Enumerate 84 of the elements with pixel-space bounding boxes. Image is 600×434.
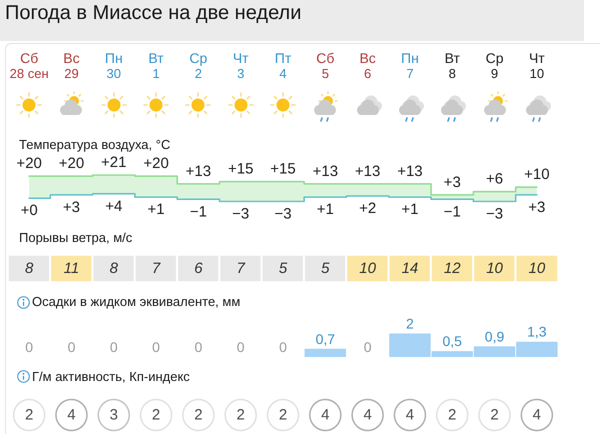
x-tick-label: Вс 29	[63, 50, 80, 81]
data-label: +13	[312, 162, 338, 180]
data-label: −3	[274, 206, 292, 222]
data-label: 14	[402, 260, 418, 277]
data-label: 0	[152, 339, 160, 355]
x-tick-label: Ср 2	[189, 50, 208, 81]
data-label: +3	[528, 198, 546, 216]
data-label: 2	[24, 406, 34, 424]
chart-subtitle: Температура воздуха, °C	[19, 137, 170, 152]
data-label: +3	[444, 174, 461, 191]
data-label: 5	[278, 260, 288, 277]
data-label: 8	[24, 260, 34, 277]
data-label: 0	[364, 339, 372, 355]
data-label: 4	[406, 406, 414, 424]
data-label: 4	[67, 406, 76, 424]
chart-title: Осадки в жидком эквиваленте, мм	[32, 294, 240, 309]
data-label: +21	[101, 154, 126, 171]
data-label: +13	[397, 162, 423, 180]
data-label: 5	[321, 260, 330, 277]
x-tick-label: Вт 1	[148, 50, 164, 81]
data-label: +15	[270, 160, 296, 178]
data-label: +13	[354, 162, 380, 180]
data-label: 0	[279, 339, 288, 355]
x-tick-label: Вт 8	[444, 50, 460, 81]
data-label: 11	[64, 260, 80, 277]
data-label: −3	[486, 206, 504, 222]
data-label: 10	[486, 260, 504, 277]
data-label: +1	[148, 201, 165, 218]
data-label: +15	[228, 160, 254, 178]
x-tick-label: Чт 3	[232, 50, 250, 81]
x-tick-label: Пн 7	[401, 50, 419, 81]
data-label: 2	[194, 406, 203, 424]
data-label: −3	[232, 206, 250, 222]
data-label: 2	[406, 316, 414, 332]
data-label: 4	[321, 406, 330, 424]
data-label: +20	[143, 155, 169, 172]
x-tick-label: Сб 5	[316, 50, 334, 81]
x-tick-label: Ср 9	[486, 50, 504, 81]
data-label: 2	[490, 406, 499, 424]
data-label: 0,9	[484, 328, 504, 344]
chart-title: Порывы ветра, м/с	[19, 230, 133, 245]
x-tick-label: Пн 30	[104, 50, 123, 81]
data-label: 0	[236, 339, 245, 355]
data-label: +1	[316, 201, 334, 218]
data-label: 0	[110, 339, 118, 355]
x-tick-label: Вс 6	[359, 50, 376, 81]
data-label: +1	[401, 201, 418, 218]
x-tick-label: Сб 28 сен	[10, 50, 49, 81]
data-label: +10	[524, 166, 550, 184]
data-label: −1	[190, 203, 207, 220]
data-label: 1,3	[527, 324, 547, 340]
data-label: +20	[16, 155, 42, 172]
data-label: 10	[359, 260, 377, 277]
data-label: +2	[359, 200, 376, 217]
bar	[304, 348, 346, 357]
x-tick-label: Пт 4	[274, 50, 292, 81]
data-label: 6	[194, 260, 204, 277]
data-label: 7	[236, 260, 246, 277]
data-label: 0	[68, 339, 76, 355]
data-label: 8	[110, 260, 119, 277]
data-label: 0,5	[442, 333, 462, 350]
data-label: +13	[186, 162, 212, 180]
chart-title: Погода в Миассе на две недели	[5, 2, 302, 24]
data-label: 3	[110, 406, 118, 424]
data-label: 4	[363, 406, 372, 424]
data-label: +4	[105, 198, 122, 215]
data-label: 0	[194, 339, 202, 355]
data-label: −1	[444, 203, 461, 220]
data-label: 0,7	[316, 330, 336, 347]
data-label: 0	[25, 339, 34, 355]
data-label: 2	[152, 406, 160, 424]
data-label: +3	[62, 198, 80, 216]
data-label: 2	[448, 406, 456, 424]
data-label: 4	[532, 406, 542, 424]
data-label: 12	[444, 260, 462, 277]
data-label: 2	[278, 406, 288, 424]
data-label: +0	[20, 202, 38, 220]
x-tick-label: Чт 10	[528, 50, 546, 81]
data-label: 7	[152, 260, 161, 277]
text: Г/м активность, Кп-индекс	[32, 369, 190, 384]
data-label: 10	[528, 260, 546, 277]
data-label: 2	[236, 406, 245, 424]
data-label: +6	[486, 170, 504, 188]
data-label: +20	[58, 155, 84, 172]
